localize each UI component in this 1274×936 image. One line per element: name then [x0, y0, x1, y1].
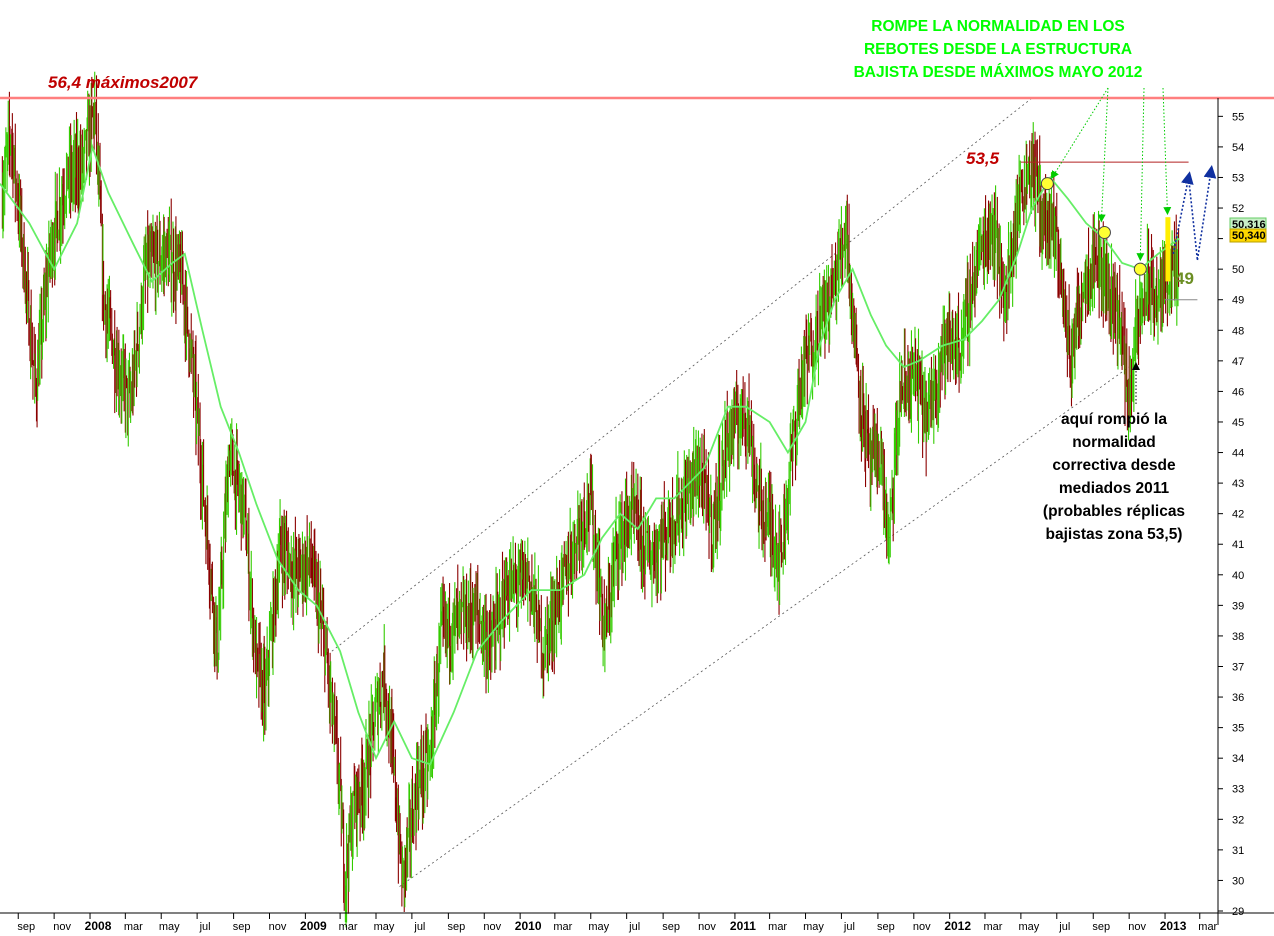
y-tick-label: 31	[1232, 845, 1244, 857]
channel-line	[399, 366, 1130, 887]
y-tick-label: 42	[1232, 509, 1244, 521]
y-tick-label: 47	[1232, 356, 1244, 368]
x-tick-label: nov	[53, 921, 71, 933]
x-tick-label: may	[374, 921, 395, 933]
x-tick-label: sep	[662, 921, 680, 933]
y-tick-label: 30	[1232, 875, 1244, 887]
annotation-black-line-6: bajistas zona 53,5)	[1046, 526, 1183, 543]
y-tick-label: 33	[1232, 784, 1244, 796]
y-tick-label: 52	[1232, 203, 1244, 215]
svg-text:50,340: 50,340	[1232, 230, 1266, 242]
marked-point	[1097, 225, 1111, 239]
y-tick-label: 41	[1232, 539, 1244, 551]
y-tick-label: 36	[1232, 692, 1244, 704]
y-tick-label: 53	[1232, 172, 1244, 184]
x-tick-label: mar	[984, 921, 1003, 933]
marked-point	[1133, 262, 1147, 276]
annotation-green-line-3: BAJISTA DESDE MÁXIMOS MAYO 2012	[854, 64, 1143, 81]
annotation-black-line-1: aquí rompió la	[1061, 411, 1167, 428]
y-tick-label: 49	[1232, 295, 1244, 307]
y-tick-label: 43	[1232, 478, 1244, 490]
y-tick-label: 44	[1232, 448, 1244, 460]
channel-line	[331, 97, 1033, 652]
annotation-black-line-3: correctiva desde	[1052, 457, 1176, 474]
horizontal-levels	[0, 96, 1274, 301]
x-tick-label: nov	[269, 921, 287, 933]
y-tick-label: 46	[1232, 386, 1244, 398]
annotation-level-535: 53,5	[966, 149, 1000, 168]
y-tick-label: 54	[1232, 142, 1244, 154]
projection-arrow	[1196, 165, 1217, 261]
x-tick-label: may	[588, 921, 609, 933]
moving-average	[0, 143, 1180, 766]
svg-text:50,316: 50,316	[1232, 219, 1266, 231]
x-tick-label: 2011	[730, 919, 756, 933]
axes: 29 30 31 32 33 34 35 36 37 38 39 40 41 42 43 44 45 46 47 48…	[0, 98, 1274, 933]
x-tick-label: may	[803, 921, 824, 933]
x-tick-label: jul	[413, 921, 425, 933]
x-tick-label: sep	[447, 921, 465, 933]
annotation-arrows	[1051, 87, 1217, 404]
x-tick-label: 2009	[300, 919, 327, 933]
annotation-black-line-4: mediados 2011	[1059, 480, 1170, 497]
x-tick-label: mar	[339, 921, 358, 933]
x-tick-label: mar	[1198, 921, 1217, 933]
marked-points	[1040, 177, 1147, 276]
x-tick-label: mar	[768, 921, 787, 933]
price-bars	[1, 71, 1180, 928]
y-tick-label: 29	[1232, 906, 1244, 918]
x-tick-label: sep	[877, 921, 895, 933]
x-tick-label: jul	[843, 921, 855, 933]
x-tick-label: jul	[199, 921, 211, 933]
x-tick-label: jul	[628, 921, 640, 933]
x-tick-label: nov	[1128, 921, 1146, 933]
x-tick-label: sep	[1092, 921, 1110, 933]
y-tick-label: 37	[1232, 661, 1244, 673]
x-tick-label: nov	[483, 921, 501, 933]
last-price-upper-label: 50,316	[1229, 217, 1267, 231]
x-tick-label: sep	[233, 921, 251, 933]
x-tick-label: 2008	[85, 919, 112, 933]
projection-arrow	[1187, 177, 1199, 261]
y-tick-label: 48	[1232, 325, 1244, 337]
trend-channel	[331, 97, 1130, 887]
marked-point	[1040, 177, 1054, 191]
green-arrow	[1162, 87, 1172, 216]
x-tick-label: mar	[553, 921, 572, 933]
x-tick-label: jul	[1058, 921, 1070, 933]
annotation-black-line-2: normalidad	[1072, 434, 1156, 451]
y-tick-label: 55	[1232, 111, 1244, 123]
x-tick-label: nov	[698, 921, 716, 933]
highlight-bar	[1165, 217, 1171, 282]
y-tick-label: 35	[1232, 723, 1244, 735]
y-tick-label: 40	[1232, 570, 1244, 582]
annotation-black-line-5: (probables réplicas	[1043, 503, 1185, 520]
annotation-green-line-2: REBOTES DESDE LA ESTRUCTURA	[864, 41, 1132, 58]
y-tick-label: 34	[1232, 753, 1244, 765]
green-arrow	[1097, 87, 1109, 223]
moving-average-line	[0, 143, 1180, 766]
y-tick-label: 50	[1232, 264, 1244, 276]
x-tick-label: 2012	[944, 919, 971, 933]
y-tick-label: 38	[1232, 631, 1244, 643]
projection-arrow	[1172, 171, 1194, 255]
x-tick-label: may	[1018, 921, 1039, 933]
y-tick-label: 45	[1232, 417, 1244, 429]
x-tick-label: nov	[913, 921, 931, 933]
x-tick-label: 2010	[515, 919, 542, 933]
annotation-green-line-1: ROMPE LA NORMALIDAD EN LOS	[871, 18, 1124, 35]
x-tick-label: may	[159, 921, 180, 933]
x-tick-label: sep	[17, 921, 35, 933]
y-tick-label: 32	[1232, 814, 1244, 826]
green-arrow	[1136, 87, 1145, 262]
y-tick-label: 39	[1232, 600, 1244, 612]
last-price-label: 50,340	[1229, 228, 1267, 243]
annotation-level-49: 49	[1175, 269, 1194, 288]
annotation-maximos-2007: 56,4 máximos2007	[48, 73, 199, 92]
x-tick-label: mar	[124, 921, 143, 933]
x-tick-label: 2013	[1160, 919, 1187, 933]
